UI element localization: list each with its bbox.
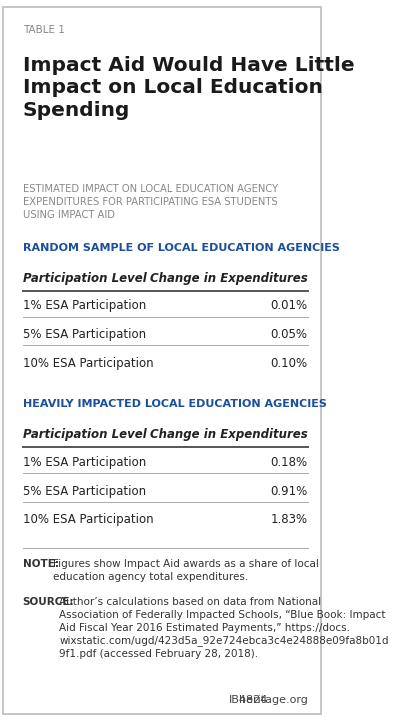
- Text: 0.91%: 0.91%: [270, 485, 308, 497]
- Text: 0.18%: 0.18%: [270, 456, 308, 469]
- Text: 5% ESA Participation: 5% ESA Participation: [23, 485, 146, 497]
- Text: RANDOM SAMPLE OF LOCAL EDUCATION AGENCIES: RANDOM SAMPLE OF LOCAL EDUCATION AGENCIE…: [23, 243, 340, 253]
- Text: NOTE:: NOTE:: [23, 559, 59, 570]
- Text: TABLE 1: TABLE 1: [23, 25, 64, 35]
- Text: HEAVILY IMPACTED LOCAL EDUCATION AGENCIES: HEAVILY IMPACTED LOCAL EDUCATION AGENCIE…: [23, 399, 326, 410]
- Text: Impact Aid Would Have Little
Impact on Local Education
Spending: Impact Aid Would Have Little Impact on L…: [23, 56, 354, 120]
- Text: Change in Expenditures: Change in Expenditures: [150, 428, 308, 441]
- Text: Author’s calculations based on data from National
Association of Federally Impac: Author’s calculations based on data from…: [59, 597, 389, 659]
- Text: IB4824: IB4824: [229, 695, 269, 705]
- Text: Change in Expenditures: Change in Expenditures: [150, 272, 308, 285]
- Text: 10% ESA Participation: 10% ESA Participation: [23, 513, 153, 526]
- Text: SOURCE:: SOURCE:: [23, 597, 74, 607]
- Text: 0.05%: 0.05%: [270, 328, 308, 341]
- Text: Figures show Impact Aid awards as a share of local
education agency total expend: Figures show Impact Aid awards as a shar…: [53, 559, 319, 583]
- Text: 1% ESA Participation: 1% ESA Participation: [23, 456, 146, 469]
- Text: 0.01%: 0.01%: [270, 299, 308, 312]
- Text: Participation Level: Participation Level: [23, 428, 146, 441]
- Text: 1% ESA Participation: 1% ESA Participation: [23, 299, 146, 312]
- Text: Participation Level: Participation Level: [23, 272, 146, 285]
- FancyBboxPatch shape: [3, 7, 320, 714]
- Text: 0.10%: 0.10%: [270, 357, 308, 370]
- Text: 10% ESA Participation: 10% ESA Participation: [23, 357, 153, 370]
- Text: ESTIMATED IMPACT ON LOCAL EDUCATION AGENCY
EXPENDITURES FOR PARTICIPATING ESA ST: ESTIMATED IMPACT ON LOCAL EDUCATION AGEN…: [23, 184, 278, 220]
- Text: 1.83%: 1.83%: [270, 513, 308, 526]
- Text: 5% ESA Participation: 5% ESA Participation: [23, 328, 146, 341]
- Text: heritage.org: heritage.org: [239, 695, 308, 705]
